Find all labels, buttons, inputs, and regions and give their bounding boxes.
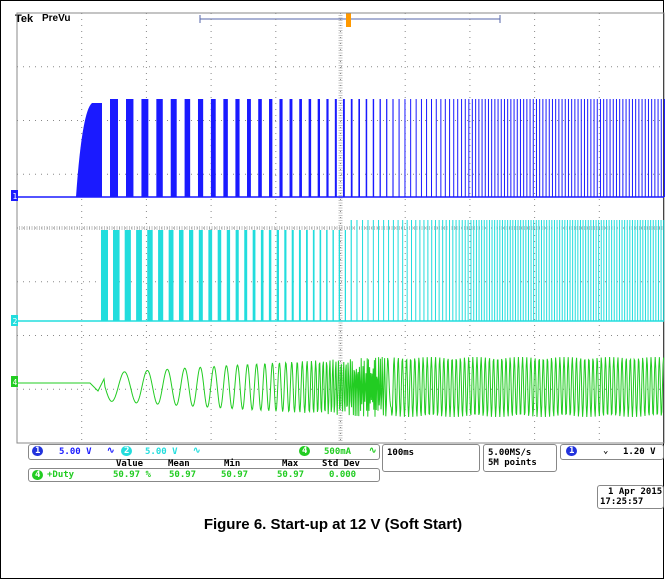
ch2-scale: 5.00 V bbox=[145, 447, 178, 457]
svg-text:4: 4 bbox=[13, 378, 18, 387]
measurement-max: 50.97 bbox=[277, 470, 305, 480]
record-length: 5M points bbox=[488, 458, 537, 468]
measurement-std-dev: 0.000 bbox=[329, 470, 357, 480]
header-min: Min bbox=[224, 459, 241, 469]
measurement-row[interactable]: 4 +Duty 50.97 % 50.97 50.97 50.97 0.000 bbox=[28, 468, 380, 482]
measurement-min: 50.97 bbox=[221, 470, 249, 480]
brand-label: Tek bbox=[15, 13, 34, 25]
measurement-value: 50.97 % bbox=[113, 470, 151, 480]
header-std-dev: Std Dev bbox=[322, 459, 360, 469]
ch4-waveform bbox=[17, 356, 665, 418]
ch2-waveform bbox=[17, 220, 665, 322]
header-value: Value bbox=[116, 459, 144, 469]
trigger-source-badge: 1 bbox=[566, 446, 578, 456]
sampling-readout[interactable]: 5.00MS/s 5M points bbox=[483, 444, 557, 472]
time: 17:25:57 bbox=[600, 497, 644, 507]
bandwidth-limit-icon: ∿ bbox=[193, 446, 201, 456]
trigger-level: 1.20 V bbox=[623, 447, 656, 457]
sample-rate: 5.00MS/s bbox=[488, 448, 532, 458]
ch2-badge: 2 bbox=[121, 446, 133, 456]
ch1-ground-marker: 1 bbox=[11, 190, 18, 201]
trigger-position-marker bbox=[346, 13, 351, 27]
measurement-name: +Duty bbox=[47, 470, 75, 480]
header-mean: Mean bbox=[168, 459, 190, 469]
trigger-readout[interactable]: 1 ⌄ 1.20 V bbox=[560, 444, 664, 460]
measurement-table: Value Mean Min Max Std Dev bbox=[28, 459, 380, 481]
bandwidth-limit-icon: ∿ bbox=[369, 446, 377, 456]
svg-text:1: 1 bbox=[13, 192, 18, 201]
measurement-source-badge: 4 bbox=[32, 470, 44, 480]
ch1-badge: 1 bbox=[32, 446, 44, 456]
channel-scale-readout[interactable]: 1 5.00 V ∿ 2 5.00 V ∿ 4 500mA ∿ bbox=[28, 444, 380, 460]
bandwidth-limit-icon: ∿ bbox=[107, 446, 115, 456]
ch4-badge: 4 bbox=[299, 446, 311, 456]
falling-edge-icon: ⌄ bbox=[603, 446, 609, 456]
ch4-scale: 500mA bbox=[324, 447, 352, 457]
date: 1 Apr 2015 bbox=[608, 487, 663, 497]
ch2-ground-marker: 2 bbox=[11, 315, 18, 326]
timebase-readout[interactable]: 100ms bbox=[382, 444, 480, 472]
svg-text:2: 2 bbox=[13, 317, 18, 326]
record-bar bbox=[199, 13, 501, 27]
measurement-mean: 50.97 bbox=[169, 470, 197, 480]
mode-label: PreVu bbox=[42, 13, 71, 24]
ch1-scale: 5.00 V bbox=[59, 447, 92, 457]
figure-caption: Figure 6. Start-up at 12 V (Soft Start) bbox=[203, 516, 463, 533]
datetime-readout: 1 Apr 2015 17:25:57 bbox=[597, 485, 664, 509]
header-max: Max bbox=[282, 459, 299, 469]
timebase-value: 100ms bbox=[387, 448, 415, 458]
ch4-ground-marker: 4 bbox=[11, 376, 18, 387]
ch1-waveform bbox=[17, 99, 665, 198]
